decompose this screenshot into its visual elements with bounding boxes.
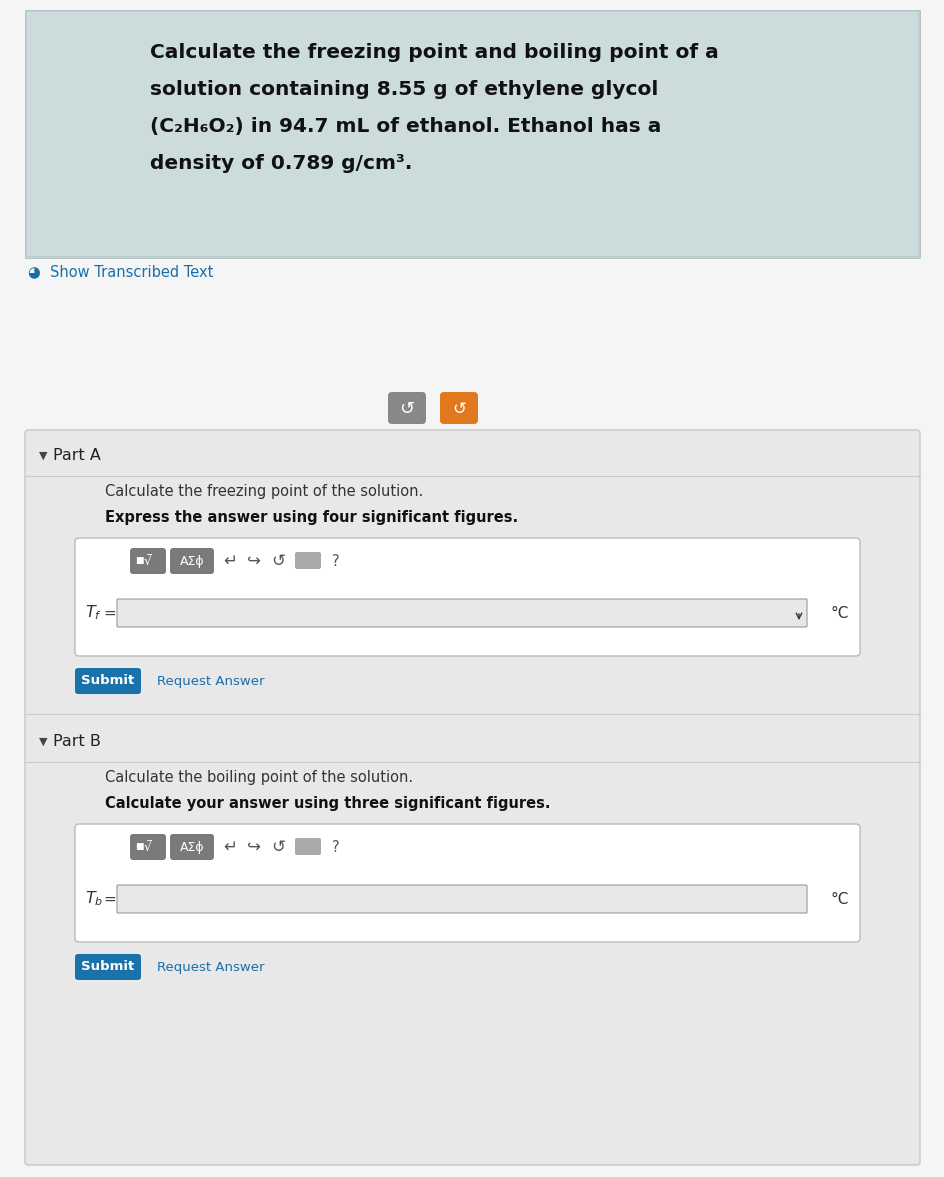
FancyBboxPatch shape (388, 392, 426, 424)
Text: ▼: ▼ (39, 737, 47, 747)
Text: solution containing 8.55 g of ethylene glycol: solution containing 8.55 g of ethylene g… (150, 80, 658, 99)
Text: =: = (103, 605, 116, 620)
Text: ΑΣϕ: ΑΣϕ (179, 554, 204, 567)
FancyBboxPatch shape (117, 885, 807, 913)
Text: ?: ? (332, 839, 340, 855)
FancyBboxPatch shape (25, 430, 920, 1165)
Text: =: = (103, 891, 116, 906)
Text: Calculate the freezing point of the solution.: Calculate the freezing point of the solu… (105, 484, 423, 499)
Text: Calculate your answer using three significant figures.: Calculate your answer using three signif… (105, 796, 550, 811)
Text: ↪: ↪ (247, 552, 261, 570)
FancyBboxPatch shape (25, 9, 920, 258)
FancyBboxPatch shape (75, 669, 141, 694)
FancyBboxPatch shape (27, 12, 918, 257)
FancyBboxPatch shape (295, 552, 321, 568)
FancyBboxPatch shape (75, 955, 141, 980)
Text: °C: °C (830, 605, 849, 620)
Text: ↺: ↺ (399, 400, 414, 418)
Text: ◕  Show Transcribed Text: ◕ Show Transcribed Text (28, 264, 213, 279)
Text: ↵: ↵ (223, 552, 237, 570)
Text: $T_b$: $T_b$ (85, 890, 103, 909)
Text: ■: ■ (135, 557, 143, 565)
Text: ↺: ↺ (452, 400, 466, 418)
Text: (C₂H₆O₂) in 94.7 mL of ethanol. Ethanol has a: (C₂H₆O₂) in 94.7 mL of ethanol. Ethanol … (150, 117, 662, 137)
Text: Request Answer: Request Answer (157, 674, 264, 687)
Text: Submit: Submit (81, 674, 135, 687)
Text: ■: ■ (135, 843, 143, 851)
FancyBboxPatch shape (170, 834, 214, 860)
Text: ?: ? (332, 553, 340, 568)
FancyBboxPatch shape (130, 548, 166, 574)
Text: √: √ (144, 840, 152, 853)
FancyBboxPatch shape (75, 538, 860, 656)
Text: Part A: Part A (53, 448, 101, 464)
Text: ↺: ↺ (271, 838, 285, 856)
Text: Part B: Part B (53, 734, 101, 750)
Text: °C: °C (830, 891, 849, 906)
FancyBboxPatch shape (295, 838, 321, 855)
Text: Calculate the freezing point and boiling point of a: Calculate the freezing point and boiling… (150, 44, 718, 62)
Text: ↪: ↪ (247, 838, 261, 856)
Text: ▼: ▼ (39, 451, 47, 461)
FancyBboxPatch shape (440, 392, 478, 424)
FancyBboxPatch shape (170, 548, 214, 574)
Text: Request Answer: Request Answer (157, 960, 264, 973)
Text: $T_f$: $T_f$ (85, 604, 102, 623)
Text: ΑΣϕ: ΑΣϕ (179, 840, 204, 853)
Text: Submit: Submit (81, 960, 135, 973)
Text: density of 0.789 g/cm³.: density of 0.789 g/cm³. (150, 154, 413, 173)
Text: √: √ (144, 554, 152, 567)
FancyBboxPatch shape (75, 824, 860, 942)
FancyBboxPatch shape (117, 599, 807, 627)
Text: Express the answer using four significant figures.: Express the answer using four significan… (105, 510, 518, 525)
Text: ↵: ↵ (223, 838, 237, 856)
Text: ↺: ↺ (271, 552, 285, 570)
Text: Calculate the boiling point of the solution.: Calculate the boiling point of the solut… (105, 770, 413, 785)
FancyBboxPatch shape (130, 834, 166, 860)
